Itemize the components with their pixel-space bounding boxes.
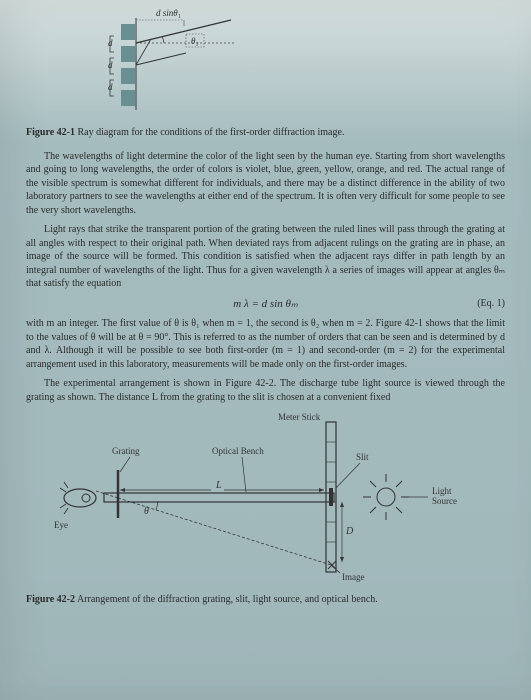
caption-bold: Figure 42-1 — [26, 127, 75, 138]
equation-text: m λ = d sin θₘ — [233, 297, 297, 312]
grating-label: Grating — [112, 446, 140, 456]
equation-row: m λ = d sin θₘ (Eq. 1) — [26, 297, 505, 312]
figure-42-2-caption: Figure 42-2 Arrangement of the diffracti… — [26, 593, 505, 607]
paragraph-2: Light rays that strike the transparent p… — [26, 223, 505, 291]
slit-block — [121, 90, 135, 106]
theta1-label: θ₁ — [191, 36, 199, 46]
slit-label: Slit — [356, 452, 369, 462]
d-label: d — [108, 38, 113, 48]
d-label: d — [108, 82, 113, 92]
image-label: Image — [342, 572, 365, 582]
L-label: L — [215, 480, 222, 491]
figure-42-1: d d d d sinθ₁ θ₁ — [36, 8, 296, 118]
light-source-label-1: Light — [432, 486, 452, 496]
paragraph-3: with m an integer. The first value of θ … — [26, 317, 505, 371]
d-label: d — [108, 60, 113, 70]
caption-text: Ray diagram for the conditions of the fi… — [77, 127, 344, 138]
eye-label: Eye — [54, 520, 68, 530]
figure-42-2: Meter Stick Optical Bench Grating Eye Sl… — [46, 410, 486, 585]
slit-block — [121, 68, 135, 84]
optical-bench-label: Optical Bench — [212, 446, 264, 456]
slit-block — [121, 46, 135, 62]
light-source-icon — [363, 474, 409, 520]
light-source-label-2: Source — [432, 496, 457, 506]
dsintheta-label: d sinθ₁ — [156, 8, 181, 18]
equation-label: (Eq. 1) — [477, 297, 505, 311]
figure-42-1-caption: Figure 42-1 Ray diagram for the conditio… — [26, 126, 505, 140]
D-label: D — [345, 526, 354, 537]
paragraph-1: The wavelengths of light determine the c… — [26, 150, 505, 218]
page: d d d d sinθ₁ θ₁ Figure 42-1 Ray diagram… — [0, 0, 531, 700]
caption-text: Arrangement of the diffraction grating, … — [77, 594, 378, 605]
slit-block — [121, 24, 135, 40]
paragraph-4: The experimental arrangement is shown in… — [26, 377, 505, 404]
caption-bold: Figure 42-2 — [26, 594, 75, 605]
meter-stick-label: Meter Stick — [278, 412, 321, 422]
